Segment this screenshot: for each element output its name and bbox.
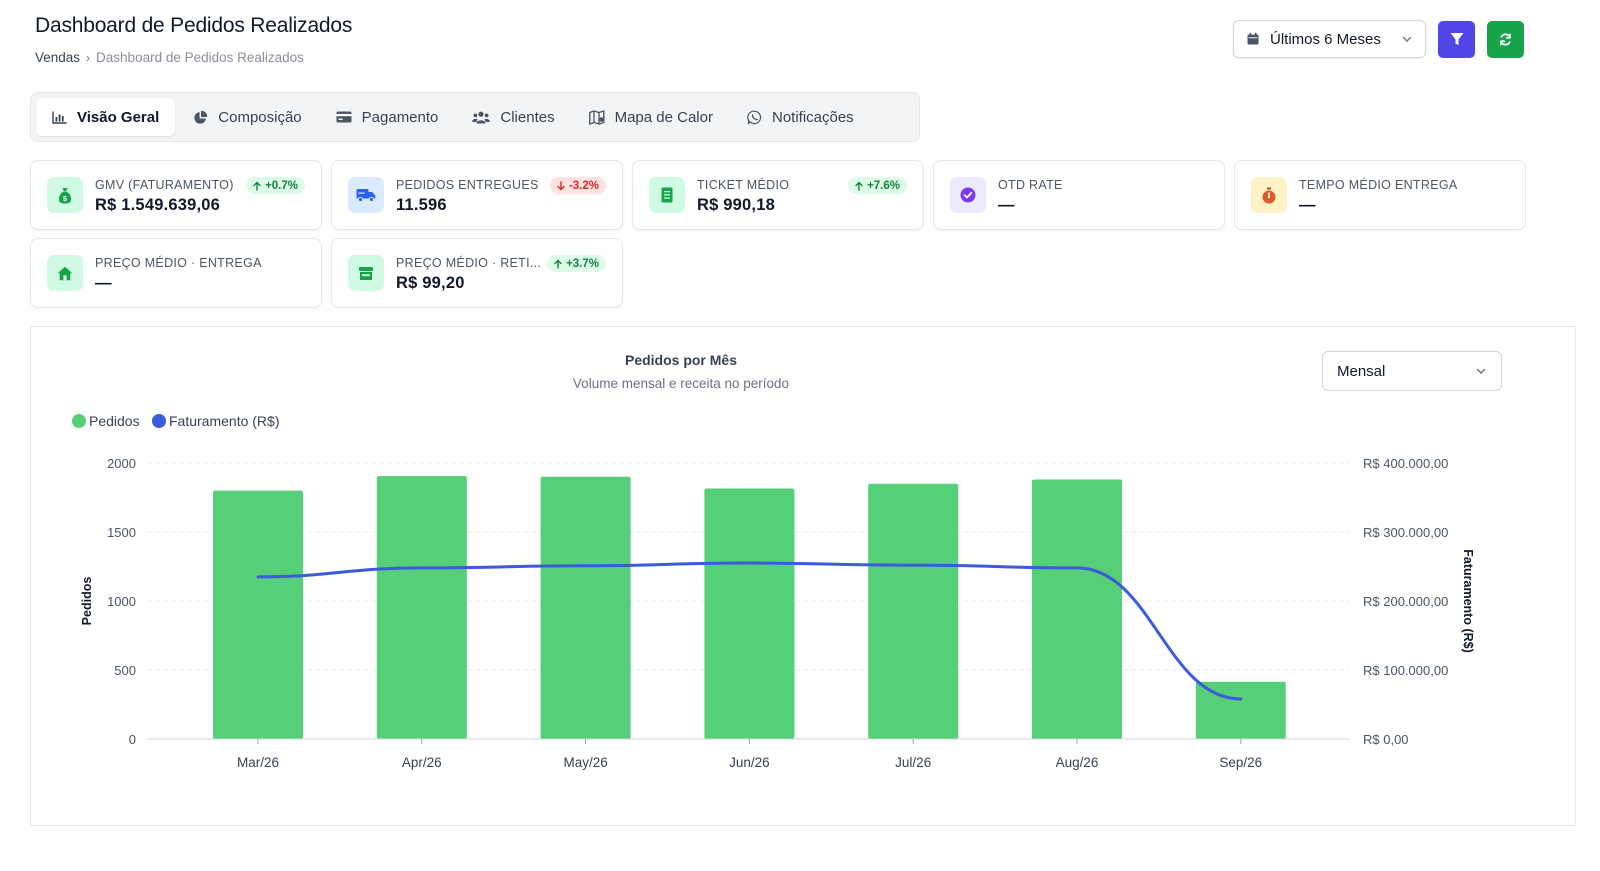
kpi-trend-value: +7.6% (867, 179, 900, 192)
store-icon (359, 266, 373, 280)
chart-granularity-select[interactable]: Mensal (1322, 351, 1502, 391)
refresh-button[interactable] (1487, 20, 1524, 58)
kpi-label: TEMPO MÉDIO ENTREGA (1299, 178, 1458, 192)
breadcrumb-item-current: Dashboard de Pedidos Realizados (96, 50, 304, 65)
kpi-value: 11.596 (396, 196, 447, 214)
truck-icon (356, 189, 376, 202)
arrow-up-icon (253, 181, 261, 191)
house-icon (57, 266, 73, 280)
kpi-trend-value: +3.7% (566, 257, 599, 270)
page-title: Dashboard de Pedidos Realizados (35, 14, 353, 37)
period-select[interactable]: Últimos 6 Meses (1233, 20, 1426, 58)
breadcrumb-item-vendas[interactable]: Vendas (35, 50, 81, 65)
kpi-card-pedidos-entregues: PEDIDOS ENTREGUES 11.596 -3.2% (331, 160, 623, 230)
check-circle-icon (960, 187, 976, 203)
tab-mapa-de-calor[interactable]: Mapa de Calor (573, 98, 729, 136)
kpi-label: GMV (FATURAMENTO) (95, 178, 234, 192)
kpi-value: — (998, 196, 1015, 214)
chevron-down-icon (1476, 368, 1486, 374)
pie-chart-icon (194, 110, 208, 124)
kpi-trend-badge: +7.6% (848, 177, 907, 194)
kpi-value: R$ 1.549.639,06 (95, 196, 221, 214)
calendar-icon (1247, 32, 1259, 45)
kpi-icon-wrap (649, 177, 685, 213)
kpi-card-preco-medio-entrega: PREÇO MÉDIO · ENTREGA — (30, 238, 322, 308)
tab-label: Mapa de Calor (614, 108, 713, 126)
tab-visao-geral[interactable]: Visão Geral (36, 98, 176, 136)
chart-granularity-value: Mensal (1337, 362, 1386, 380)
page-header: Dashboard de Pedidos Realizados Vendas ›… (35, 14, 352, 65)
kpi-trend-badge: +3.7% (547, 255, 606, 272)
kpi-icon-wrap (1251, 177, 1287, 213)
tab-pagamento[interactable]: Pagamento (320, 98, 455, 136)
tab-label: Composição (218, 108, 302, 126)
tab-label: Visão Geral (77, 108, 160, 126)
tab-notificacoes[interactable]: Notificações (731, 98, 870, 136)
kpi-label: PREÇO MÉDIO · RETI... (396, 256, 542, 270)
kpi-card-ticket-medio: TICKET MÉDIO R$ 990,18 +7.6% (632, 160, 924, 230)
kpi-trend-value: +0.7% (265, 179, 298, 192)
tab-label: Notificações (771, 108, 854, 126)
kpi-icon-wrap (348, 255, 384, 291)
filter-icon (1450, 33, 1463, 45)
receipt-icon (661, 187, 673, 203)
filter-button[interactable] (1438, 20, 1475, 58)
kpi-label: OTD RATE (998, 178, 1063, 192)
kpi-label: TICKET MÉDIO (697, 178, 790, 192)
kpi-value: R$ 99,20 (396, 274, 465, 292)
arrow-down-icon (557, 180, 565, 190)
tab-bar: Visão Geral Composição Pagamento Cliente… (30, 92, 920, 142)
bar-chart-icon (52, 111, 67, 124)
top-actions: Últimos 6 Meses (1233, 20, 1524, 58)
kpi-card-tempo-medio-entrega: TEMPO MÉDIO ENTREGA — (1234, 160, 1526, 230)
chart-card (30, 326, 1576, 826)
chevron-down-icon (1402, 36, 1412, 42)
kpi-icon-wrap: $ (47, 177, 83, 213)
arrow-up-icon (855, 181, 863, 191)
kpi-card-otd-rate: OTD RATE — (933, 160, 1225, 230)
tab-clientes[interactable]: Clientes (456, 98, 570, 136)
credit-card-icon (336, 111, 352, 123)
tab-composicao[interactable]: Composição (177, 98, 317, 136)
money-bag-icon: $ (58, 187, 72, 203)
stopwatch-icon (1262, 187, 1276, 203)
arrow-up-icon (554, 259, 562, 269)
kpi-icon-wrap (348, 177, 384, 213)
kpi-icon-wrap (950, 177, 986, 213)
kpi-card-preco-medio-retirada: PREÇO MÉDIO · RETI... R$ 99,20 +3.7% (331, 238, 623, 308)
tab-label: Clientes (500, 108, 555, 126)
users-icon (472, 111, 491, 123)
kpi-icon-wrap (47, 255, 83, 291)
kpi-label: PREÇO MÉDIO · ENTREGA (95, 256, 262, 270)
tab-label: Pagamento (361, 108, 439, 126)
kpi-trend-value: -3.2% (568, 179, 599, 192)
kpi-value: — (1299, 196, 1316, 214)
kpi-trend-badge: +0.7% (246, 177, 305, 194)
map-icon (588, 109, 605, 125)
breadcrumb-separator: › (86, 50, 91, 65)
kpi-label: PEDIDOS ENTREGUES (396, 178, 539, 192)
svg-text:$: $ (63, 195, 67, 202)
kpi-card-gmv: $ GMV (FATURAMENTO) R$ 1.549.639,06 +0.7… (30, 160, 322, 230)
whatsapp-icon (747, 110, 762, 124)
refresh-icon (1500, 33, 1511, 45)
period-select-value: Últimos 6 Meses (1270, 30, 1381, 48)
kpi-value: R$ 990,18 (697, 196, 775, 214)
kpi-value: — (95, 274, 112, 292)
kpi-trend-badge: -3.2% (549, 177, 606, 194)
breadcrumb: Vendas › Dashboard de Pedidos Realizados (35, 50, 352, 65)
